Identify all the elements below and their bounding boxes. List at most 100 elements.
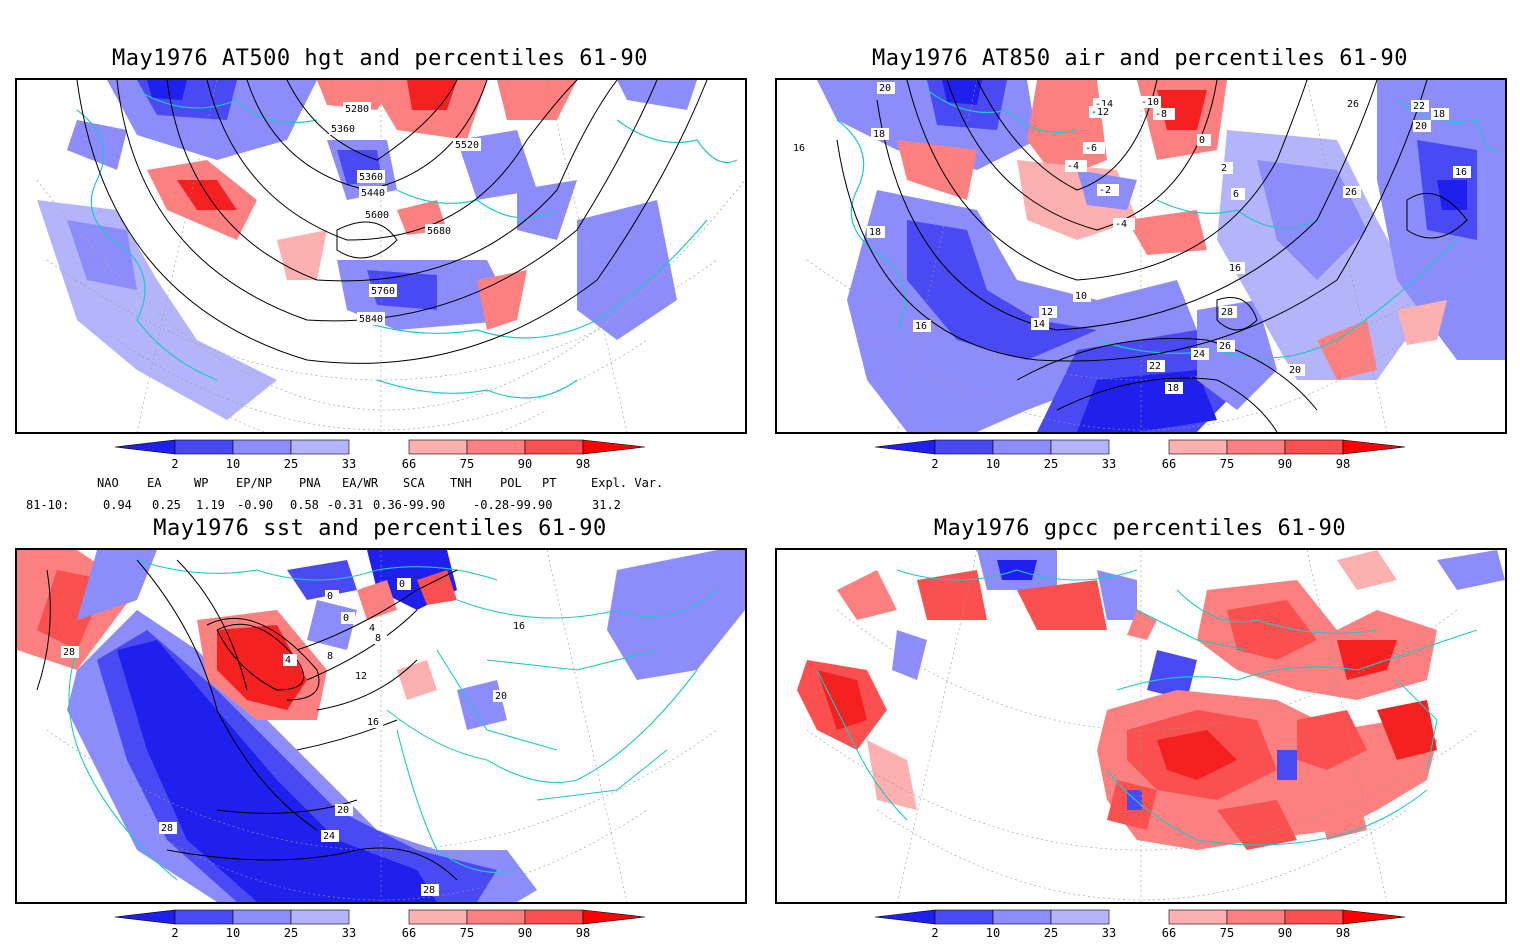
- colorbar-label: 75: [460, 457, 474, 471]
- graticule: [806, 550, 1478, 902]
- svg-text:5840: 5840: [359, 314, 383, 325]
- svg-text:-12: -12: [1091, 107, 1109, 118]
- svg-text:26: 26: [1219, 341, 1231, 352]
- contour-label: 0: [1197, 134, 1211, 146]
- colorbar-at850-svg: 2 10 25 33 66 75 90 98: [875, 439, 1405, 471]
- contour-label: 5520: [453, 138, 481, 151]
- contour-label: 5360: [357, 170, 385, 183]
- contour-label: 0: [325, 590, 339, 602]
- contour-label: -12: [1089, 106, 1111, 118]
- index-value: 0.58: [290, 498, 319, 512]
- contour-label: 0: [397, 578, 411, 590]
- svg-text:0: 0: [1199, 135, 1205, 146]
- svg-text:22: 22: [1149, 361, 1161, 372]
- graticule: [46, 80, 718, 432]
- index-value: 0.25: [152, 498, 181, 512]
- contour-labels: 20 18 16 -14 -12 -10 -8 -6 -4 -2 0 2 -4 …: [791, 82, 1471, 394]
- indices-header-row: NAO EA WP EP/NP PNA EA/WR SCA TNH POL PT…: [0, 476, 760, 492]
- map-gpcc-svg: [797, 550, 1505, 902]
- contour-label: 5280: [343, 102, 371, 115]
- svg-text:-4: -4: [1115, 219, 1127, 230]
- colorbar-label: 98: [576, 457, 590, 471]
- index-header: POL: [500, 476, 522, 490]
- map-at500-svg: 5280 5360 5520 5360 5440 5600 5680 5760 …: [36, 80, 745, 432]
- svg-text:-6: -6: [1085, 143, 1097, 154]
- panel-title-at500: May1976 AT500 hgt and percentiles 61-90: [111, 46, 649, 71]
- svg-text:18: 18: [1433, 109, 1445, 120]
- map-at850-svg: 20 18 16 -14 -12 -10 -8 -6 -4 -2 0 2 -4 …: [791, 80, 1505, 432]
- svg-text:8: 8: [375, 633, 381, 644]
- contour-label: 5760: [369, 284, 397, 297]
- colorbar-label: 75: [460, 926, 474, 940]
- map-at500: 5280 5360 5520 5360 5440 5600 5680 5760 …: [15, 78, 747, 434]
- height-contours: [76, 80, 708, 364]
- contour-labels: 5280 5360 5520 5360 5440 5600 5680 5760 …: [329, 102, 481, 325]
- svg-text:20: 20: [1289, 365, 1301, 376]
- index-value: -0.31: [327, 498, 364, 512]
- svg-text:-8: -8: [1155, 109, 1167, 120]
- index-value: 1.19: [196, 498, 225, 512]
- svg-text:24: 24: [323, 831, 335, 842]
- svg-text:2: 2: [1221, 163, 1227, 174]
- contour-label: 16: [791, 142, 809, 154]
- colorbar-label: 75: [1220, 926, 1234, 940]
- map-at850: 20 18 16 -14 -12 -10 -8 -6 -4 -2 0 2 -4 …: [775, 78, 1507, 434]
- colorbar-label: 90: [1278, 926, 1292, 940]
- contour-label: -8: [1153, 108, 1175, 120]
- colorbar-label: 33: [1102, 457, 1116, 471]
- colorbar-label: 25: [1044, 457, 1058, 471]
- colorbar-label: 33: [342, 926, 356, 940]
- contour-label: 16: [913, 320, 931, 332]
- contour-label: 20: [877, 82, 895, 94]
- contour-label: 20: [335, 804, 353, 816]
- colorbar-label: 75: [1220, 457, 1234, 471]
- contour-label: 28: [159, 822, 177, 834]
- colorbar-label: 66: [1162, 926, 1176, 940]
- svg-text:16: 16: [1229, 263, 1241, 274]
- index-value: 31.2: [592, 498, 621, 512]
- contour-label: 8: [325, 650, 339, 662]
- index-header: SCA: [403, 476, 425, 490]
- svg-text:5280: 5280: [345, 104, 369, 115]
- sst-contours: [36, 559, 458, 881]
- colorbar-label: 33: [1102, 926, 1116, 940]
- svg-text:28: 28: [161, 823, 173, 834]
- svg-text:28: 28: [423, 885, 435, 896]
- svg-text:12: 12: [1041, 307, 1053, 318]
- svg-text:8: 8: [327, 651, 333, 662]
- contour-label: 18: [1431, 108, 1449, 120]
- svg-text:18: 18: [869, 227, 881, 238]
- colorbar-label: 90: [518, 926, 532, 940]
- svg-text:18: 18: [873, 129, 885, 140]
- panel-title-gpcc: May1976 gpcc percentiles 61-90: [933, 516, 1347, 541]
- index-row-label: 81-10:: [26, 498, 70, 512]
- svg-text:-2: -2: [1099, 185, 1111, 196]
- colorbar-label: 2: [931, 926, 938, 940]
- colorbar-at500-svg: 2 10 25 33 66 75 90 98: [115, 439, 645, 471]
- svg-text:5600: 5600: [365, 210, 389, 221]
- contour-label: 16: [1227, 262, 1245, 274]
- contour-label: 22: [1147, 360, 1165, 372]
- contour-label: 20: [493, 690, 511, 702]
- svg-text:20: 20: [879, 83, 891, 94]
- graticule: [806, 80, 1478, 432]
- contour-label: 5360: [329, 122, 357, 135]
- contour-label: 24: [1191, 348, 1209, 360]
- contour-label: -2: [1097, 184, 1119, 196]
- colorbar-label: 25: [284, 457, 298, 471]
- contour-label: 10: [1073, 290, 1091, 302]
- panel-title-at850: May1976 AT850 air and percentiles 61-90: [871, 46, 1409, 71]
- colorbar-at850: 2 10 25 33 66 75 90 98: [875, 438, 1405, 478]
- svg-text:18: 18: [1167, 383, 1179, 394]
- colorbar-label: 10: [226, 926, 240, 940]
- contour-label: 16: [1453, 166, 1471, 178]
- colorbar-label: 25: [1044, 926, 1058, 940]
- svg-text:6: 6: [1233, 189, 1239, 200]
- svg-text:16: 16: [915, 321, 927, 332]
- percentile-shading: [797, 550, 1505, 850]
- colorbar-gpcc: 2 10 25 33 66 75 90 98: [875, 908, 1405, 948]
- index-value: 0.94: [103, 498, 132, 512]
- svg-text:-4: -4: [1067, 161, 1079, 172]
- colorbar-label: 66: [402, 926, 416, 940]
- contour-label: 5680: [425, 224, 453, 237]
